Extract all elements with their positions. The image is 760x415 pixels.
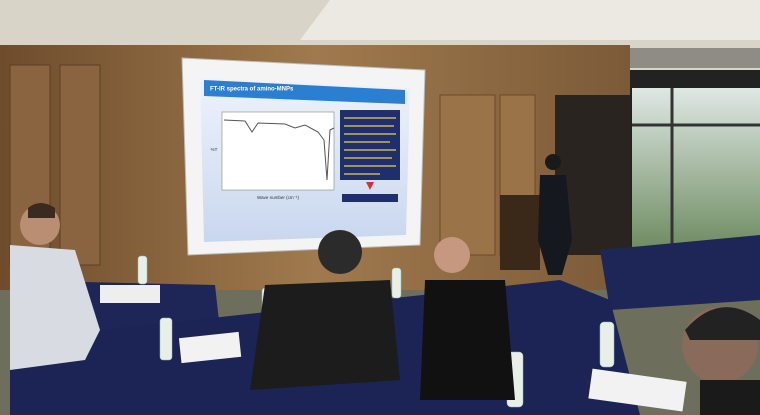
hair <box>28 203 55 218</box>
audience-shirt <box>10 245 100 370</box>
slide-title-bar <box>204 80 405 104</box>
slide-text-box <box>340 110 400 180</box>
podium <box>500 195 540 270</box>
audience-body <box>420 280 515 400</box>
window <box>632 88 760 248</box>
speaker-body <box>538 175 572 275</box>
ceiling-panel <box>300 0 760 40</box>
spectrum-line <box>223 119 335 181</box>
paper <box>178 331 242 364</box>
audience-head <box>318 230 362 274</box>
spectrum-plot <box>221 111 335 191</box>
paper <box>588 368 687 412</box>
x-axis-label: Wave number (cm⁻¹) <box>257 195 299 200</box>
audience-body <box>250 280 400 390</box>
audience-head <box>434 237 470 273</box>
paper <box>100 285 160 303</box>
hair <box>685 307 760 340</box>
wall-panel <box>439 94 496 256</box>
table <box>600 235 760 310</box>
wall-panel <box>59 64 101 266</box>
slide-summary-box <box>342 194 398 202</box>
slide-text-lines <box>344 117 396 175</box>
slide-title: FT-IR spectra of amino-MNPs <box>210 87 294 93</box>
audience-body <box>700 380 760 415</box>
arrow <box>366 182 374 190</box>
y-axis-label: %T <box>211 147 218 152</box>
speaker-head <box>545 154 561 170</box>
